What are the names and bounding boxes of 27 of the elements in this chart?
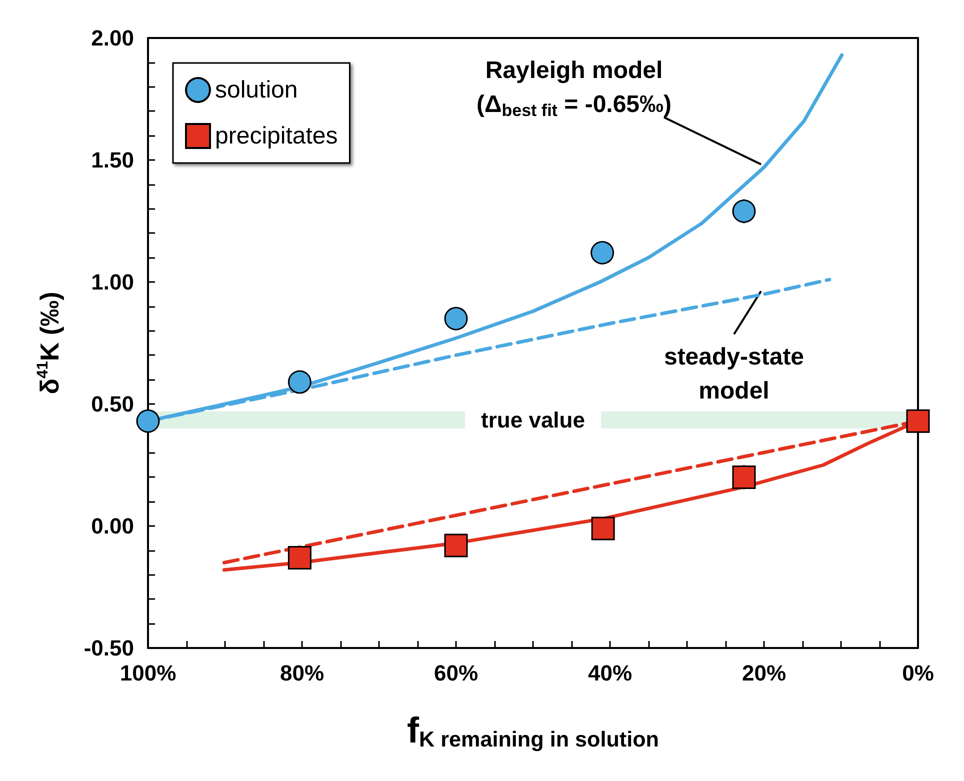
x-tick-label: 100% — [120, 660, 176, 686]
point — [288, 546, 312, 570]
y-tick-label: 0.50 — [91, 392, 134, 416]
x-tick-label: 40% — [588, 660, 632, 686]
y-tick-label: 1.50 — [91, 148, 134, 172]
point — [732, 199, 756, 223]
y-tick-label: -0.50 — [84, 636, 134, 660]
y-tick-label: 0.00 — [91, 514, 134, 538]
point — [444, 534, 468, 558]
y-axis-title: δ41K (‰) — [34, 292, 64, 394]
point — [288, 370, 312, 394]
x-tick-label: 80% — [280, 660, 324, 686]
legend-label: precipitates — [215, 122, 338, 150]
band-label: true value — [481, 407, 585, 432]
y-tick-label: 2.00 — [91, 26, 134, 50]
point — [590, 240, 614, 264]
y-tick-label: 1.00 — [91, 270, 134, 294]
x-tick-label: 20% — [742, 660, 786, 686]
legend-label: solution — [215, 76, 298, 104]
x-tick-label: 0% — [902, 660, 934, 686]
point — [444, 306, 468, 330]
x-tick-label: 60% — [434, 660, 478, 686]
annotation: steady-state model — [664, 344, 804, 405]
point — [591, 516, 615, 540]
point — [906, 409, 930, 433]
point — [136, 409, 160, 433]
point — [732, 465, 756, 489]
